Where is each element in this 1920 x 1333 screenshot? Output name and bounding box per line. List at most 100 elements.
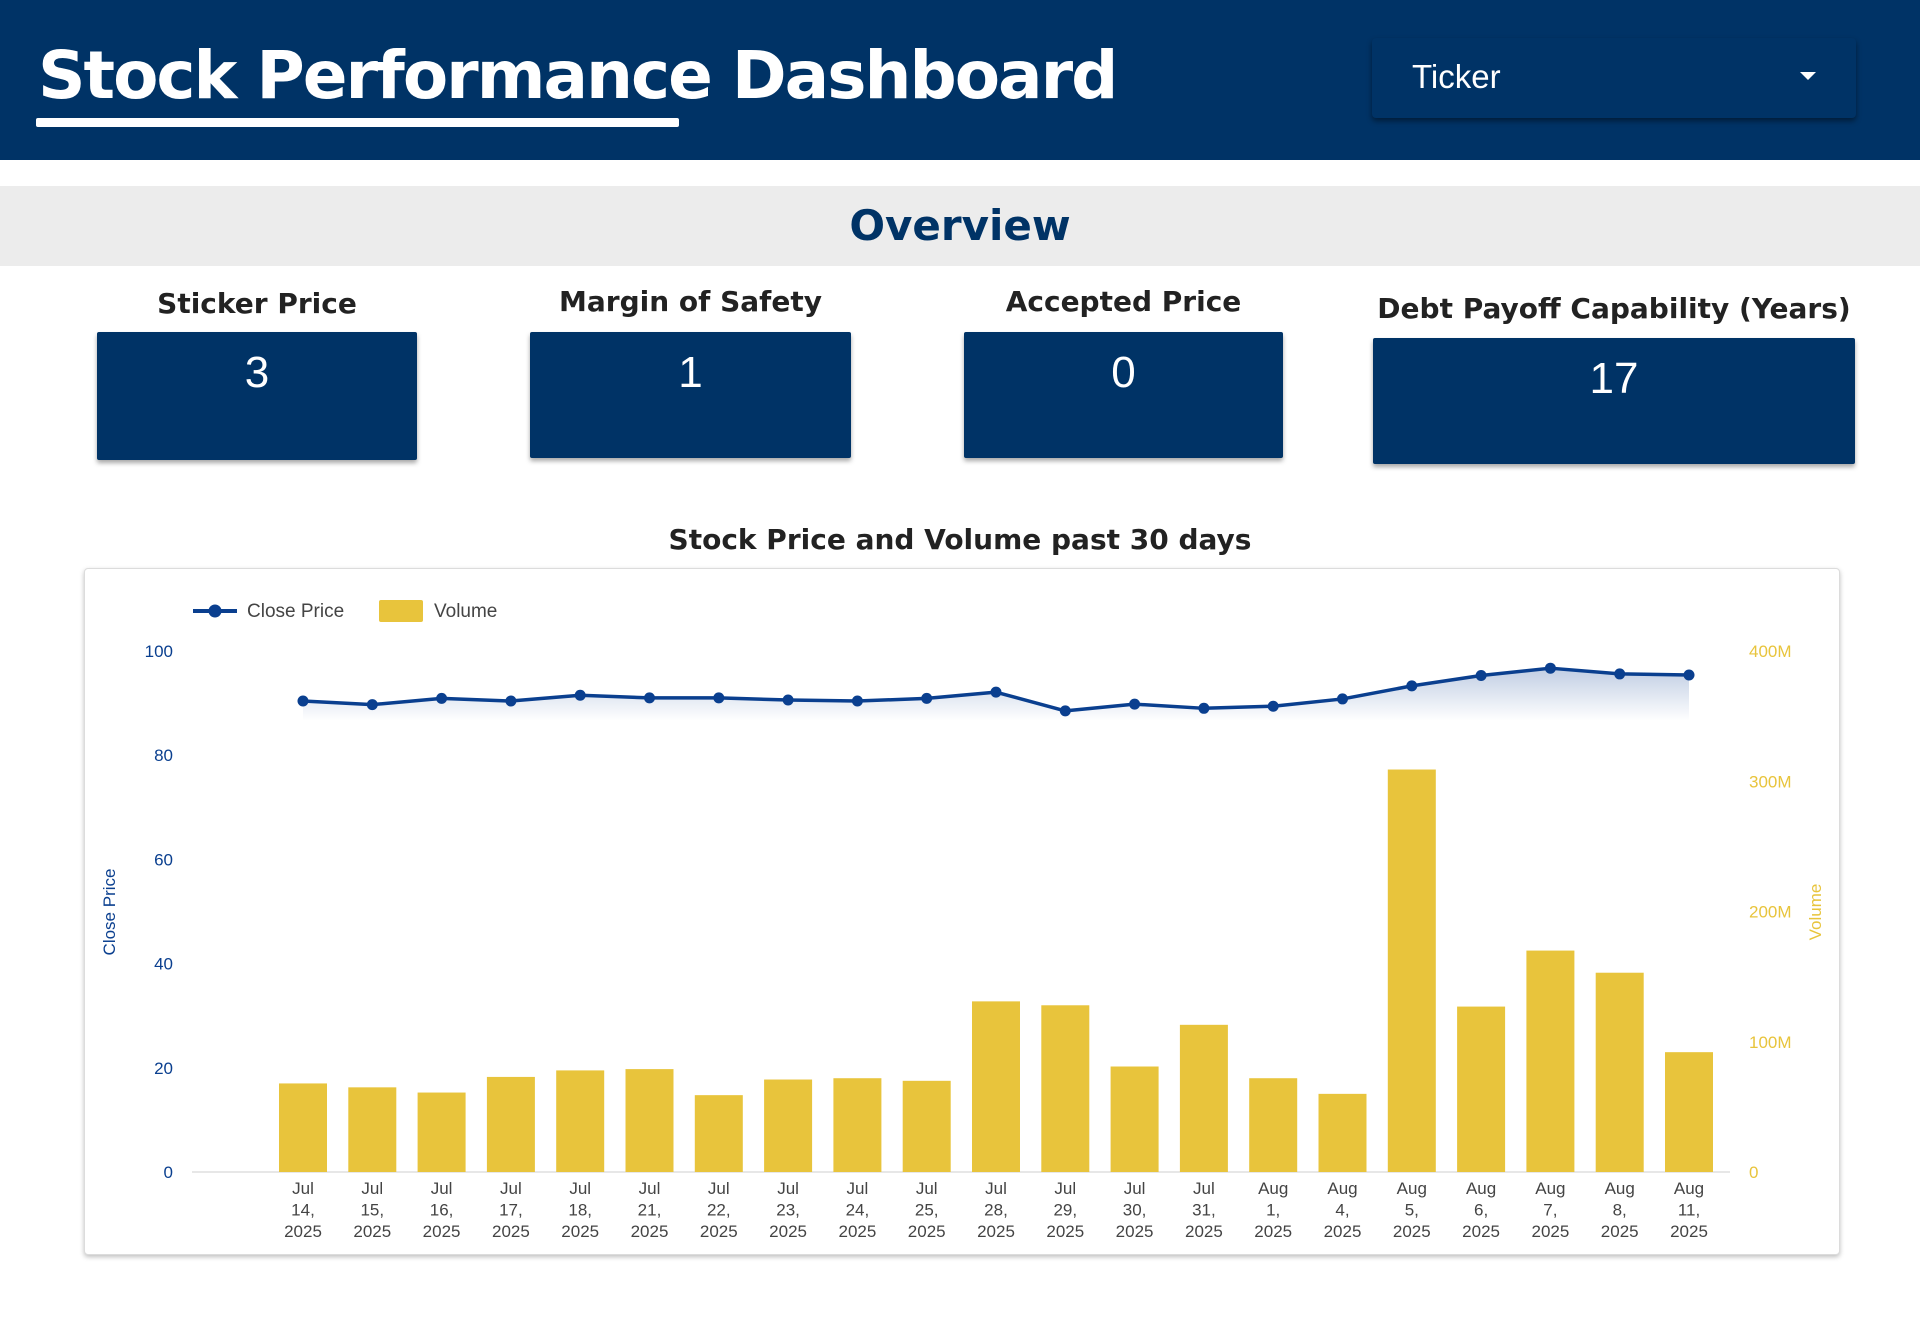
x-tick-label-line: Aug (1674, 1179, 1704, 1198)
x-tick-label-line: Jul (985, 1179, 1007, 1198)
x-tick-label-line: Jul (777, 1179, 799, 1198)
volume-bar (1526, 950, 1575, 1172)
x-tick-label: Aug 5, 2025 (1393, 1179, 1431, 1241)
x-tick-label-line: Jul (431, 1179, 453, 1198)
x-tick-label-line: 2025 (423, 1222, 461, 1241)
x-tick-label: Jul 28, 2025 (977, 1179, 1015, 1241)
x-tick-label-line: 25, (915, 1201, 939, 1220)
volume-bar (417, 1092, 466, 1172)
x-tick-label-line: 29, (1053, 1201, 1077, 1220)
x-tick-label-line: 2025 (769, 1222, 807, 1241)
x-tick-label-line: 2025 (561, 1222, 599, 1241)
x-tick-label-line: 2025 (1531, 1222, 1569, 1241)
y-tick-label: 80 (154, 746, 173, 765)
close-price-point (366, 699, 378, 711)
x-tick-label: Aug 11, 2025 (1670, 1179, 1708, 1241)
x-tick-label-line: 2025 (908, 1222, 946, 1241)
x-tick-label-line: 2025 (1462, 1222, 1500, 1241)
x-tick-label-line: Jul (847, 1179, 869, 1198)
x-tick-label-line: 2025 (838, 1222, 876, 1241)
volume-bar (486, 1076, 535, 1172)
volume-bar (625, 1069, 674, 1172)
x-tick-label-line: 31, (1192, 1201, 1216, 1220)
close-price-point (1267, 700, 1279, 712)
x-tick-label-line: 5, (1405, 1201, 1419, 1220)
x-tick-label-line: 14, (291, 1201, 315, 1220)
volume-bar (1665, 1052, 1713, 1172)
x-tick-label-line: 17, (499, 1201, 523, 1220)
y2-tick-label: 100M (1749, 1033, 1792, 1052)
y-tick-label: 100 (145, 642, 173, 661)
kpi-label: Sticker Price (157, 287, 357, 320)
x-tick-label-line: 2025 (492, 1222, 530, 1241)
legend-volume-label: Volume (434, 601, 497, 622)
x-tick-label-line: 8, (1613, 1201, 1627, 1220)
x-tick-label: Jul 18, 2025 (561, 1179, 599, 1241)
x-tick-label: Jul 17, 2025 (492, 1179, 530, 1241)
close-price-point (505, 695, 517, 707)
chart-card: 0 20 40 60 80 100 0 100M 200M 300M 400M Close Price… (84, 568, 1840, 1255)
x-tick-label-line: 2025 (1324, 1222, 1362, 1241)
y2-axis-title: Volume (1806, 884, 1825, 941)
close-price-point (297, 695, 309, 707)
x-tick-label-line: 2025 (284, 1222, 322, 1241)
y-tick-label: 0 (164, 1163, 173, 1182)
kpi-label: Debt Payoff Capability (Years) (1377, 292, 1851, 325)
y2-tick-label: 200M (1749, 903, 1792, 922)
close-price-point (1614, 668, 1626, 680)
header-bar: Stock Performance Dashboard Ticker (0, 0, 1920, 160)
kpi-value-box: 1 (530, 332, 851, 458)
kpi-value-box: 0 (964, 332, 1283, 458)
legend-close-price-label: Close Price (247, 601, 344, 622)
x-tick-label-line: Aug (1327, 1179, 1357, 1198)
x-tick-label-line: Aug (1258, 1179, 1288, 1198)
x-tick-label-line: Jul (500, 1179, 522, 1198)
x-tick-label-line: 24, (846, 1201, 870, 1220)
volume-bar (1457, 1006, 1506, 1172)
close-price-point (1059, 705, 1071, 717)
dashboard-title: Stock Performance Dashboard (38, 37, 1118, 114)
x-tick-label: Aug 1, 2025 (1254, 1179, 1292, 1241)
overview-title: Overview (849, 201, 1071, 250)
x-tick-label-line: 2025 (1254, 1222, 1292, 1241)
x-tick-label: Jul 15, 2025 (353, 1179, 391, 1241)
kpi-value-box: 17 (1373, 338, 1855, 464)
x-tick-label-line: Jul (361, 1179, 383, 1198)
x-tick-label-line: Jul (708, 1179, 730, 1198)
x-tick-label: Jul 31, 2025 (1185, 1179, 1223, 1241)
x-tick-label: Jul 24, 2025 (838, 1179, 876, 1241)
y-axis-title: Close Price (100, 869, 119, 956)
x-tick-label: Jul 16, 2025 (423, 1179, 461, 1241)
y2-tick-label: 300M (1749, 772, 1792, 791)
x-tick-label-line: Aug (1535, 1179, 1565, 1198)
y-tick-label: 20 (154, 1059, 173, 1078)
x-tick-label-line: 6, (1474, 1201, 1488, 1220)
x-tick-label-line: Aug (1605, 1179, 1635, 1198)
close-price-point (644, 692, 655, 704)
kpi-value: 0 (1111, 348, 1136, 397)
volume-bar (833, 1078, 882, 1172)
x-tick-label-line: Jul (1054, 1179, 1076, 1198)
x-tick-label-line: 18, (568, 1201, 592, 1220)
x-tick-label-line: 2025 (1601, 1222, 1639, 1241)
chevron-down-icon (1800, 72, 1816, 80)
x-tick-label: Aug 8, 2025 (1601, 1179, 1639, 1241)
ticker-dropdown[interactable]: Ticker (1372, 38, 1856, 118)
x-tick-label-line: 1, (1266, 1201, 1280, 1220)
ticker-placeholder: Ticker (1412, 58, 1501, 95)
x-tick-label: Jul 23, 2025 (769, 1179, 807, 1241)
volume-bar (1387, 769, 1436, 1172)
volume-bar (1041, 1005, 1090, 1172)
price-volume-chart: 0 20 40 60 80 100 0 100M 200M 300M 400M Close Price… (100, 600, 1825, 1241)
x-tick-label: Aug 7, 2025 (1531, 1179, 1569, 1241)
volume-bar (1595, 972, 1644, 1172)
kpi-label: Margin of Safety (559, 285, 822, 318)
close-price-point (921, 692, 933, 704)
x-tick-label-line: 2025 (1046, 1222, 1084, 1241)
x-tick-label-line: 2025 (1185, 1222, 1223, 1241)
volume-bar (1110, 1066, 1159, 1172)
x-tick-label: Jul 14, 2025 (284, 1179, 322, 1241)
volume-bar (556, 1070, 605, 1172)
kpi-label: Accepted Price (1005, 285, 1242, 318)
volume-bar (1249, 1078, 1298, 1172)
